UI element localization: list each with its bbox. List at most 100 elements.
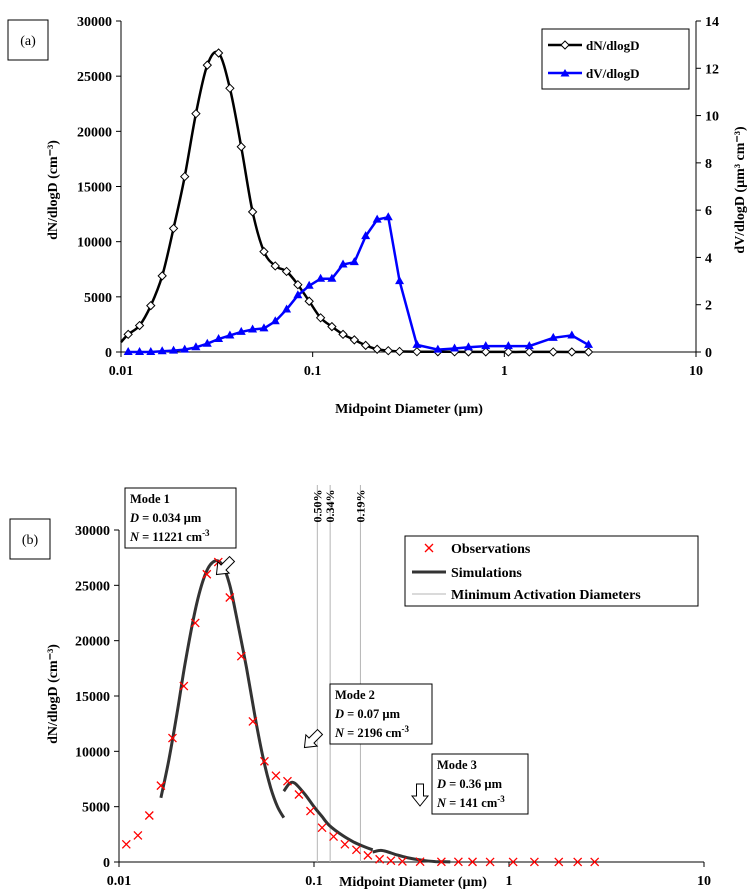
mode-1-number: N = 11221 cm-3 [129,528,210,544]
panel-a-y-right-tick-label: 6 [705,204,712,219]
panel-b-y-tick-label: 5000 [82,801,110,816]
dv-dlogd-point [180,344,190,353]
dv-dlogd-point [349,257,359,266]
dn-dlogd-point [259,246,269,257]
dn-dlogd-point [281,266,292,277]
dv-dlogd-point [191,342,201,351]
panel-a: (a) 0 5000 10000 15000 20000 25000 30000 0 2 4 6 8 1… [7,15,748,417]
dn-dlogd-point [168,223,179,234]
observation-point [283,776,292,786]
dn-dlogd-point [412,346,422,357]
dv-dlogd-point [282,304,292,313]
mode-2-arrow-icon [303,728,324,749]
dv-dlogd-point [327,273,337,282]
panel-a-label: (a) [20,34,36,49]
panel-b-x-axis-title: Midpoint Diameter (µm) [339,875,487,890]
dn-dlogd-point [394,346,405,357]
dv-dlogd-point [169,345,179,354]
dn-dlogd-point [524,347,535,357]
panel-a-y-right-tick-label: 8 [705,157,712,172]
panel-a-x-tick-label: 0.1 [304,364,322,379]
panel-a-y-left-tick-label: 25000 [77,70,112,85]
dn-dlogd-point [583,347,594,357]
observation-point [573,857,583,867]
panel-b-y-tick-label: 0 [103,856,110,871]
panel-b-activation-lines: 0.50%0.34% 0.19% [310,485,367,862]
dn-dlogd-point [567,347,577,357]
panel-a-markers [123,48,594,357]
panel-b-x-tick-label: 1 [506,874,513,889]
observation-point [485,857,495,867]
panel-a-y-left-tick-label: 20000 [77,125,112,140]
dv-dlogd-point [259,323,269,332]
observation-point [508,857,518,867]
panel-a-label-box [7,19,49,61]
panel-a-y-left-tick-label: 10000 [77,236,112,251]
panel-b: (b) 0 5000 10000 15000 20000 25000 30000 0.01 0.… [9,485,711,890]
panel-a-axes: 0 5000 10000 15000 20000 25000 30000 0 2 4 6 8 10 12 1… [77,15,719,379]
panel-b-x-tick-label: 0.1 [305,874,323,889]
panel-b-legend: Observations Simulations Minimum Activat… [404,535,699,607]
observation-point [305,806,315,816]
observation-point [329,832,339,842]
observation-point [236,651,246,661]
mode-1-arrow-icon [215,555,236,576]
mode-2-title: Mode 2 [335,688,375,702]
observation-point [397,856,407,866]
panel-a-y-right-tick-label: 14 [705,15,719,30]
observation-point [133,830,143,840]
observation-point [259,756,269,766]
panel-b-y-tick-label: 20000 [75,635,110,650]
dv-dlogd-point [548,332,558,341]
observation-point [363,850,373,860]
mode-3-number: N = 141 cm-3 [436,794,505,810]
observation-point [225,593,235,602]
simulation-curve [159,559,286,819]
dn-dlogd-point [270,261,280,271]
panel-b-y-tick-label: 10000 [75,745,110,760]
panel-a-x-tick-label: 1 [501,364,508,379]
dv-dlogd-point [395,276,405,285]
mode-1-diameter: D = 0.034 µm [129,511,202,525]
legend-label-activation: Minimum Activation Diameters [451,588,641,603]
panel-a-y-right-tick-label: 0 [705,346,712,361]
dv-dlogd-point [202,338,212,347]
simulation-curve [372,848,451,864]
observation-point [415,857,425,867]
activation-diameter-label: 0.19% [353,490,367,523]
dn-dlogd-point [123,329,133,340]
dn-dlogd-line [120,50,589,354]
dv-dlogd-point [316,273,326,282]
dn-dlogd-point [180,171,190,182]
observation-point [590,857,600,867]
panel-b-y-tick-label: 25000 [75,579,110,594]
dv-dlogd-point [135,347,145,355]
dv-dlogd-point [503,341,513,350]
dv-dlogd-point [236,326,246,335]
legend-label-dv: dV/dlogD [586,66,639,81]
dv-dlogd-point [338,259,348,268]
dv-dlogd-point [304,280,314,289]
dn-dlogd-point [157,271,167,281]
panel-a-x-tick-label: 0.01 [109,364,134,379]
mode-2-diameter: D = 0.07 µm [334,707,401,721]
dn-dlogd-point [236,142,246,152]
panel-a-x-tick-label: 10 [689,364,703,379]
dv-dlogd-point [293,290,303,299]
panel-a-y-left-tick-label: 0 [105,346,112,361]
panel-b-x-tick-label: 0.01 [107,874,132,889]
mode-2-annotation: Mode 2 D = 0.07 µm N = 2196 cm-3 [329,683,433,745]
dn-dlogd-point [213,48,224,58]
observation-point [375,854,385,864]
dv-dlogd-point [383,212,393,221]
mode-1-title: Mode 1 [130,492,170,506]
dv-dlogd-point [146,347,156,355]
observation-point [453,857,463,867]
panel-a-y-right-title: dV/dlogD (µm³ cm⁻³) [733,126,748,254]
dn-dlogd-point [304,296,314,306]
mode-2-box [329,683,433,745]
observation-point [386,856,396,866]
observation-point [317,823,327,833]
legend-marker-dn [560,40,570,50]
observation-point [529,857,539,867]
